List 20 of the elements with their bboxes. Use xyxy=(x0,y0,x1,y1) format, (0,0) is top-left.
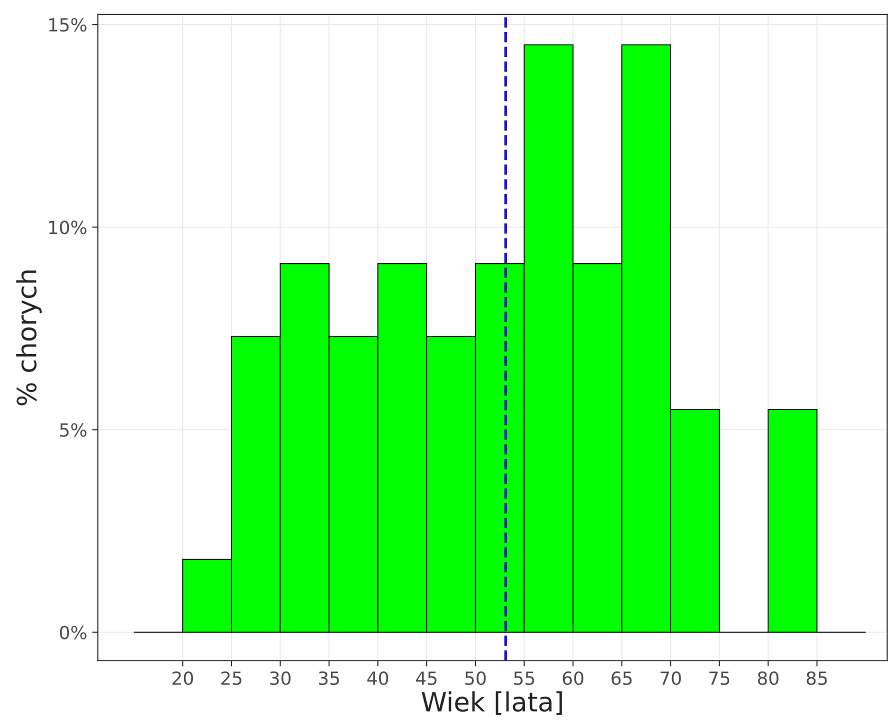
y-tick-label: 5% xyxy=(60,423,86,437)
x-tick-label: 40 xyxy=(367,671,388,686)
x-tick-label: 45 xyxy=(416,672,437,686)
y-tick-label: 0% xyxy=(60,626,86,640)
x-tick-label: 70 xyxy=(660,671,681,686)
x-axis-title: Wiek [lata] xyxy=(422,691,562,715)
x-tick-label: 80 xyxy=(758,671,778,686)
x-tick-label: 55 xyxy=(514,672,534,686)
x-tick-label: 30 xyxy=(270,671,291,686)
y-tick-label: 15% xyxy=(49,18,86,32)
x-tick-label: 25 xyxy=(221,671,242,686)
y-axis-title: % chorych xyxy=(16,270,42,406)
x-tick-label: 65 xyxy=(612,671,632,686)
x-tick-label: 20 xyxy=(172,671,193,686)
x-tick-label: 60 xyxy=(562,671,584,686)
x-tick-label: 75 xyxy=(709,672,730,686)
x-tick-label: 35 xyxy=(318,671,339,686)
y-tick-label: 10% xyxy=(49,220,86,234)
x-tick-label: 50 xyxy=(465,671,486,686)
x-tick-label: 85 xyxy=(806,671,827,686)
